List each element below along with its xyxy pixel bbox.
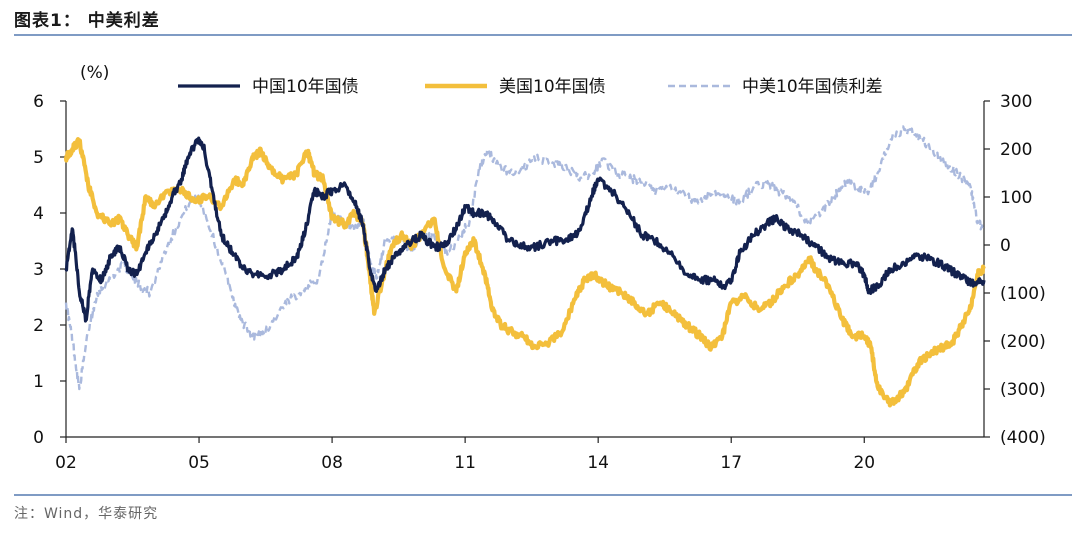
x-axis-tick-label: 02	[55, 453, 77, 473]
right-axis-tick-label: (300)	[1000, 380, 1046, 400]
left-axis-tick-label: 1	[33, 372, 44, 392]
right-axis-tick-label: (100)	[1000, 284, 1046, 304]
legend-label-spread: 中美10年国债利差	[742, 77, 883, 97]
left-axis-tick-label: 6	[33, 92, 44, 112]
left-axis-tick-label: 4	[33, 204, 44, 224]
right-axis-tick-label: 0	[1000, 236, 1011, 256]
series-line-us	[63, 137, 986, 408]
series-line-china	[64, 136, 986, 323]
x-axis-tick-label: 05	[188, 453, 210, 473]
x-axis-tick-label: 11	[454, 453, 476, 473]
chart-axes: 0 1 2 3 4 5 6 (%) (400) (300) (200) (100) 0 100 200 300…	[33, 63, 1046, 473]
right-axis-tick-label: (200)	[1000, 332, 1046, 352]
figure-title: 图表1： 中美利差	[14, 11, 160, 31]
x-axis-tick-label: 20	[853, 453, 875, 473]
right-axis-tick-label: 200	[1000, 140, 1032, 160]
left-axis-tick-label: 3	[33, 260, 44, 280]
chart-series	[63, 125, 986, 408]
chart: 0 1 2 3 4 5 6 (%) (400) (300) (200) (100) 0 100 200 300…	[33, 63, 1046, 473]
x-axis-tick-label: 08	[321, 453, 343, 473]
source-note: 注：Wind，华泰研究	[14, 506, 159, 522]
chart-legend: 中国10年国债 美国10年国债 中美10年国债利差	[178, 77, 883, 97]
right-axis-tick-label: (400)	[1000, 428, 1046, 448]
right-axis-tick-label: 300	[1000, 92, 1032, 112]
legend-label-us: 美国10年国债	[499, 77, 606, 97]
x-axis-tick-label: 17	[720, 453, 742, 473]
left-axis-unit: (%)	[80, 63, 109, 83]
right-axis-tick-label: 100	[1000, 188, 1032, 208]
x-axis-tick-label: 14	[587, 453, 609, 473]
left-axis-tick-label: 0	[33, 428, 44, 448]
left-axis-tick-label: 2	[33, 316, 44, 336]
top-rule	[14, 34, 1072, 36]
left-axis-tick-label: 5	[33, 148, 44, 168]
legend-label-china: 中国10年国债	[252, 77, 359, 97]
series-line-spread	[64, 125, 986, 391]
bottom-rule	[14, 494, 1072, 496]
